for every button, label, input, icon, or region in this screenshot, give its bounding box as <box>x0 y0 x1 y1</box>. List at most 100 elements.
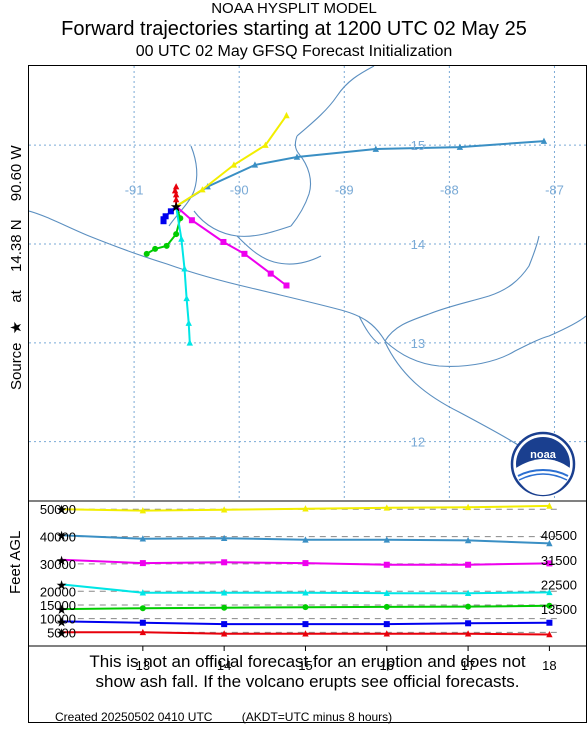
height-start-star: ★ <box>56 625 68 640</box>
map-track-marker <box>372 145 380 152</box>
height-track-marker <box>302 630 309 637</box>
lat-tick-label: 13 <box>411 336 425 351</box>
height-panel: ★★★★★★★ 50000400003000020000150001000050… <box>29 500 586 673</box>
height-track-marker <box>383 603 390 610</box>
time-tick-label: 16 <box>380 658 394 673</box>
height-tick-label: 5000 <box>47 625 76 640</box>
disclaimer-line-2: show ash fall. If the volcano erupts see… <box>95 672 520 691</box>
height-track-marker <box>383 504 390 511</box>
map-track-marker <box>188 217 195 224</box>
height-track-marker <box>221 559 228 566</box>
height-tracks: ★★★★★★★ <box>56 502 553 640</box>
height-track-marker <box>464 630 472 637</box>
height-track-marker <box>221 621 228 628</box>
height-track-red: ★ <box>56 625 553 640</box>
source-latitude: 14.38 N <box>8 219 25 272</box>
height-track-marker <box>302 536 309 543</box>
height-track-marker <box>221 604 228 611</box>
height-track-marker <box>465 561 472 568</box>
footer: Created 20250502 0410 UTC (AKDT=UTC minu… <box>55 710 418 724</box>
trajectory-tracks: ★ <box>143 111 548 346</box>
map-track-marker <box>456 143 464 150</box>
height-track-marker <box>383 536 390 543</box>
map-track-marker <box>185 319 192 326</box>
height-track-steelblue: ★ <box>56 528 553 547</box>
height-track-marker <box>546 602 553 609</box>
height-track-marker <box>139 589 147 596</box>
time-tick-label: 14 <box>217 658 231 673</box>
lon-tick-label: -90 <box>230 183 249 198</box>
map-track-marker <box>241 250 248 257</box>
height-start-star: ★ <box>56 614 68 629</box>
map-tick-labels: -91 -90 -89 -88 -87 15 14 13 12 <box>125 138 564 450</box>
height-tick-label: 10000 <box>40 612 76 627</box>
height-track-marker <box>139 628 147 636</box>
border-nicaragua <box>384 235 540 342</box>
height-tick-label: 40000 <box>40 530 76 545</box>
height-track-marker <box>546 588 553 596</box>
title-initialization: 00 UTC 02 May GFSQ Forecast Initializati… <box>135 43 453 60</box>
trajectory-map: ★ -91 -90 -89 -88 -87 15 14 13 12 <box>28 65 587 501</box>
height-track-marker <box>302 560 309 567</box>
time-tick-label: 15 <box>298 658 312 673</box>
height-track-marker <box>383 561 390 568</box>
map-track-marker <box>220 238 227 245</box>
height-start-star: ★ <box>56 553 68 568</box>
map-track-marker <box>172 191 180 198</box>
map-track-line <box>175 206 191 343</box>
height-track-marker <box>139 507 147 514</box>
title-model: NOAA HYSPLIT MODEL <box>211 0 377 17</box>
title-trajectories: Forward trajectories starting at 1200 UT… <box>61 18 527 40</box>
height-start-star: ★ <box>56 502 68 517</box>
map-track-marker <box>172 183 180 190</box>
height-start-star: ★ <box>56 577 68 592</box>
border-mid <box>236 235 322 265</box>
noaa-logo: noaa <box>510 431 576 497</box>
height-track-marker <box>546 619 553 626</box>
map-track-yellow <box>175 111 290 208</box>
map-track-marker <box>171 187 179 194</box>
noaa-logo-text: noaa <box>530 449 557 461</box>
height-tick-label: 20000 <box>40 584 76 599</box>
height-track-marker <box>546 502 553 509</box>
source-longitude: 90.60 W <box>8 145 25 202</box>
height-track-marker <box>220 589 228 596</box>
map-track-marker <box>267 270 274 277</box>
height-track-cyan: ★ <box>56 577 553 596</box>
height-track-marker <box>464 536 472 544</box>
source-star-icon: ★ <box>8 321 25 334</box>
height-axis-title: Feet AGL <box>7 531 24 594</box>
plot-frame: ★ -91 -90 -89 -88 -87 15 14 13 12 noaa ★ ★ ★ ★ ★ ★ ★ 5… <box>28 65 587 723</box>
height-tick-label: 50000 <box>40 502 76 517</box>
height-track-marker <box>139 605 146 612</box>
map-boundaries <box>28 65 587 463</box>
height-start-label: 22500 <box>541 577 577 592</box>
height-tick-label: 15000 <box>40 598 76 613</box>
lon-tick-label: -87 <box>545 183 564 198</box>
at-label: at <box>8 289 25 302</box>
map-track-marker <box>230 161 238 168</box>
height-start-label: 31500 <box>541 553 577 568</box>
map-track-marker <box>183 294 190 302</box>
border-honduras <box>290 135 312 227</box>
map-track-marker <box>262 141 269 148</box>
height-start-star: ★ <box>56 528 68 543</box>
height-track-marker <box>220 630 228 637</box>
height-track-marker <box>465 603 472 610</box>
height-track-marker <box>383 621 390 628</box>
map-track-blue <box>160 205 177 225</box>
height-track-marker <box>139 535 147 542</box>
svg-text:Source ★ at: Source ★ at 14.38 N 90.60 W <box>8 145 25 390</box>
lat-tick-label: 12 <box>411 435 425 450</box>
height-start-label: 40500 <box>541 528 577 543</box>
lon-tick-label: -88 <box>440 183 459 198</box>
height-start-star: ★ <box>56 602 68 617</box>
height-track-blue: ★ <box>56 614 553 629</box>
map-track-magenta <box>175 205 290 289</box>
disclaimer-line-1: This is not an official forecast for an … <box>89 652 526 671</box>
time-tick-label: 18 <box>542 658 556 673</box>
map-track-marker <box>172 195 180 203</box>
map-track-marker <box>199 186 206 193</box>
